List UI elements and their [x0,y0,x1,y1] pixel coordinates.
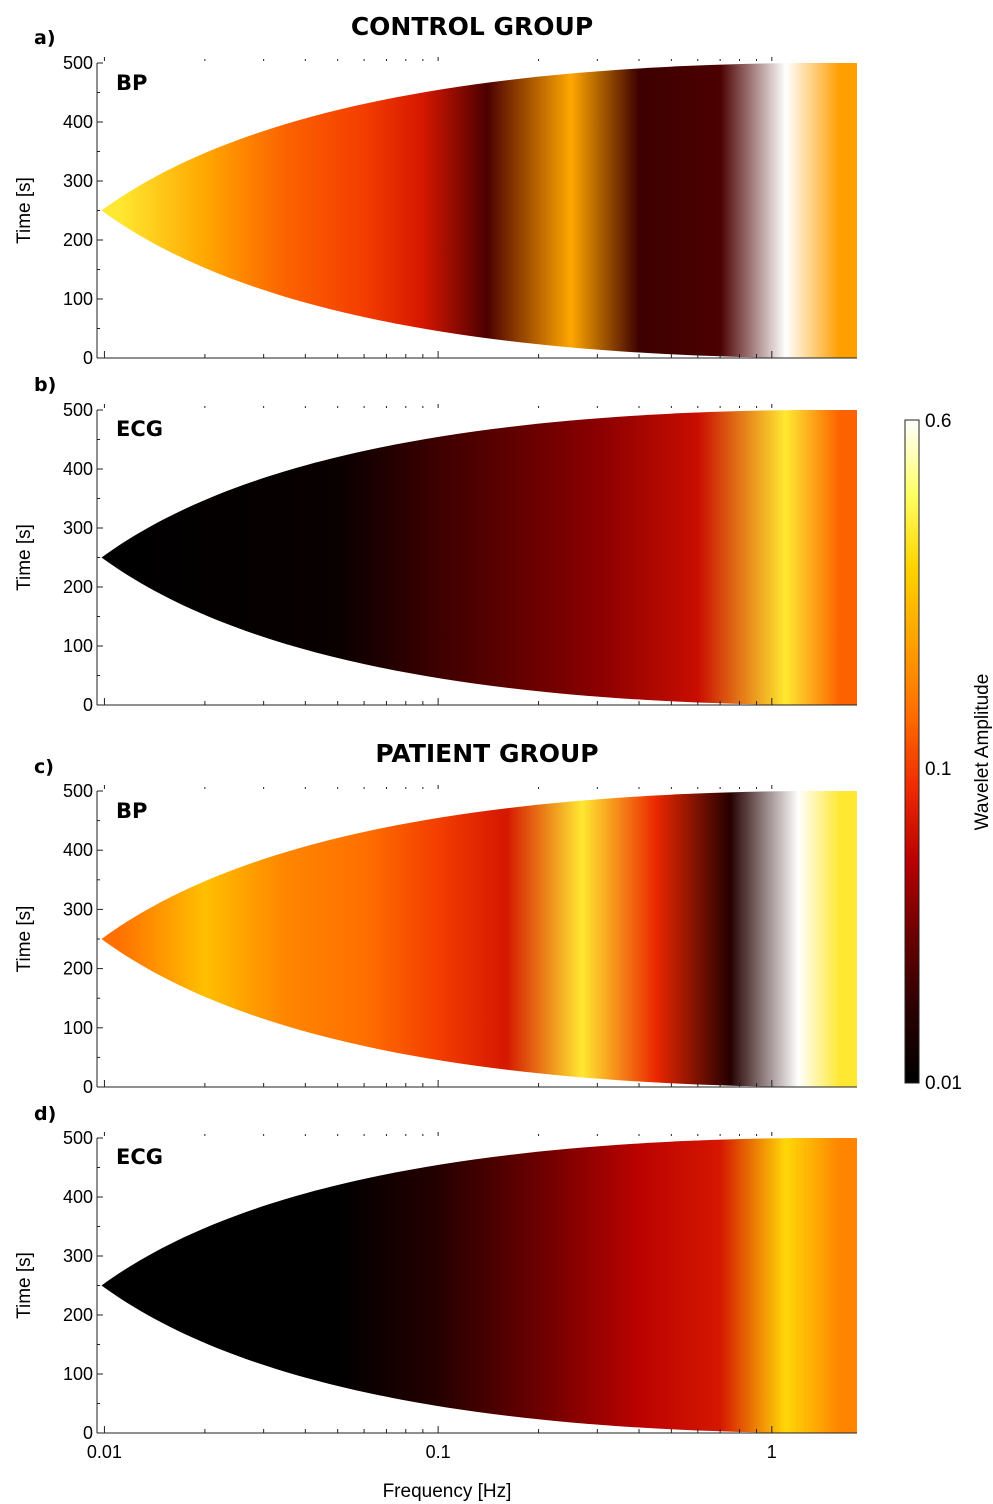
y-tick-label: 500 [63,781,93,801]
y-tick-label: 0 [83,1423,93,1443]
y-tick-label: 100 [63,289,93,309]
signal-label: ECG [116,1145,163,1169]
panel-letter: a) [34,27,56,49]
y-tick-label: 200 [63,230,93,250]
y-tick-label: 300 [63,518,93,538]
y-axis-label: Time [s] [14,177,35,244]
y-axis-label: Time [s] [14,524,35,591]
y-tick-label: 400 [63,1187,93,1207]
y-tick-label: 300 [63,899,93,919]
control-group-title: CONTROL GROUP [351,12,593,41]
y-tick-label: 500 [63,1128,93,1148]
colorbar: 0.6 0.1 0.01 Wavelet Amplitude [904,411,993,1094]
y-tick-label: 300 [63,171,93,191]
panel-c-patient-bp: 0 100 200 300 400 500 Time [s] c) BP [14,756,857,1097]
panel-letter: c) [34,756,54,778]
panel-b-control-ecg: 0 100 200 300 400 500 Time [s] b) ECG [14,374,857,715]
signal-label: BP [116,799,147,823]
colorbar-tick-bottom: 0.01 [925,1073,962,1094]
y-tick-label: 400 [63,840,93,860]
heatmap-area [101,410,857,705]
y-tick-label: 500 [63,53,93,73]
y-tick-label: 0 [83,695,93,715]
signal-label: BP [116,71,147,95]
y-tick-label: 0 [83,348,93,368]
panel-d-patient-ecg: 0 100 200 300 400 500 0.01 0.1 1 Time [s] d) ECG [14,1103,857,1462]
x-axis-label: Frequency [Hz] [383,1481,512,1502]
x-tick-label: 0.01 [87,1442,122,1462]
y-tick-label: 0 [83,1077,93,1097]
panel-letter: b) [34,374,56,396]
y-tick-label: 400 [63,459,93,479]
heatmap-area [101,63,857,358]
y-axis-label: Time [s] [14,1252,35,1319]
colorbar-tick-top: 0.6 [925,411,951,432]
y-tick-label: 200 [63,577,93,597]
y-tick-label: 100 [63,636,93,656]
heatmap-area [101,791,857,1087]
y-tick-label: 500 [63,400,93,420]
heatmap-area [101,1138,857,1433]
colorbar-tick-mid: 0.1 [925,759,951,780]
patient-group-title: PATIENT GROUP [375,739,598,768]
signal-label: ECG [116,417,163,441]
y-axis-label: Time [s] [14,906,35,973]
x-tick-label: 0.1 [426,1442,451,1462]
y-tick-label: 200 [63,959,93,979]
y-tick-label: 300 [63,1246,93,1266]
y-tick-label: 100 [63,1364,93,1384]
x-tick-label: 1 [767,1442,777,1462]
panel-a-control-bp: 0 100 200 300 400 500 Time [s] a) BP [14,27,857,368]
colorbar-gradient [904,419,920,1084]
y-tick-label: 100 [63,1018,93,1038]
y-tick-label: 400 [63,112,93,132]
colorbar-label: Wavelet Amplitude [972,674,993,831]
y-tick-label: 200 [63,1305,93,1325]
panel-letter: d) [34,1103,56,1125]
